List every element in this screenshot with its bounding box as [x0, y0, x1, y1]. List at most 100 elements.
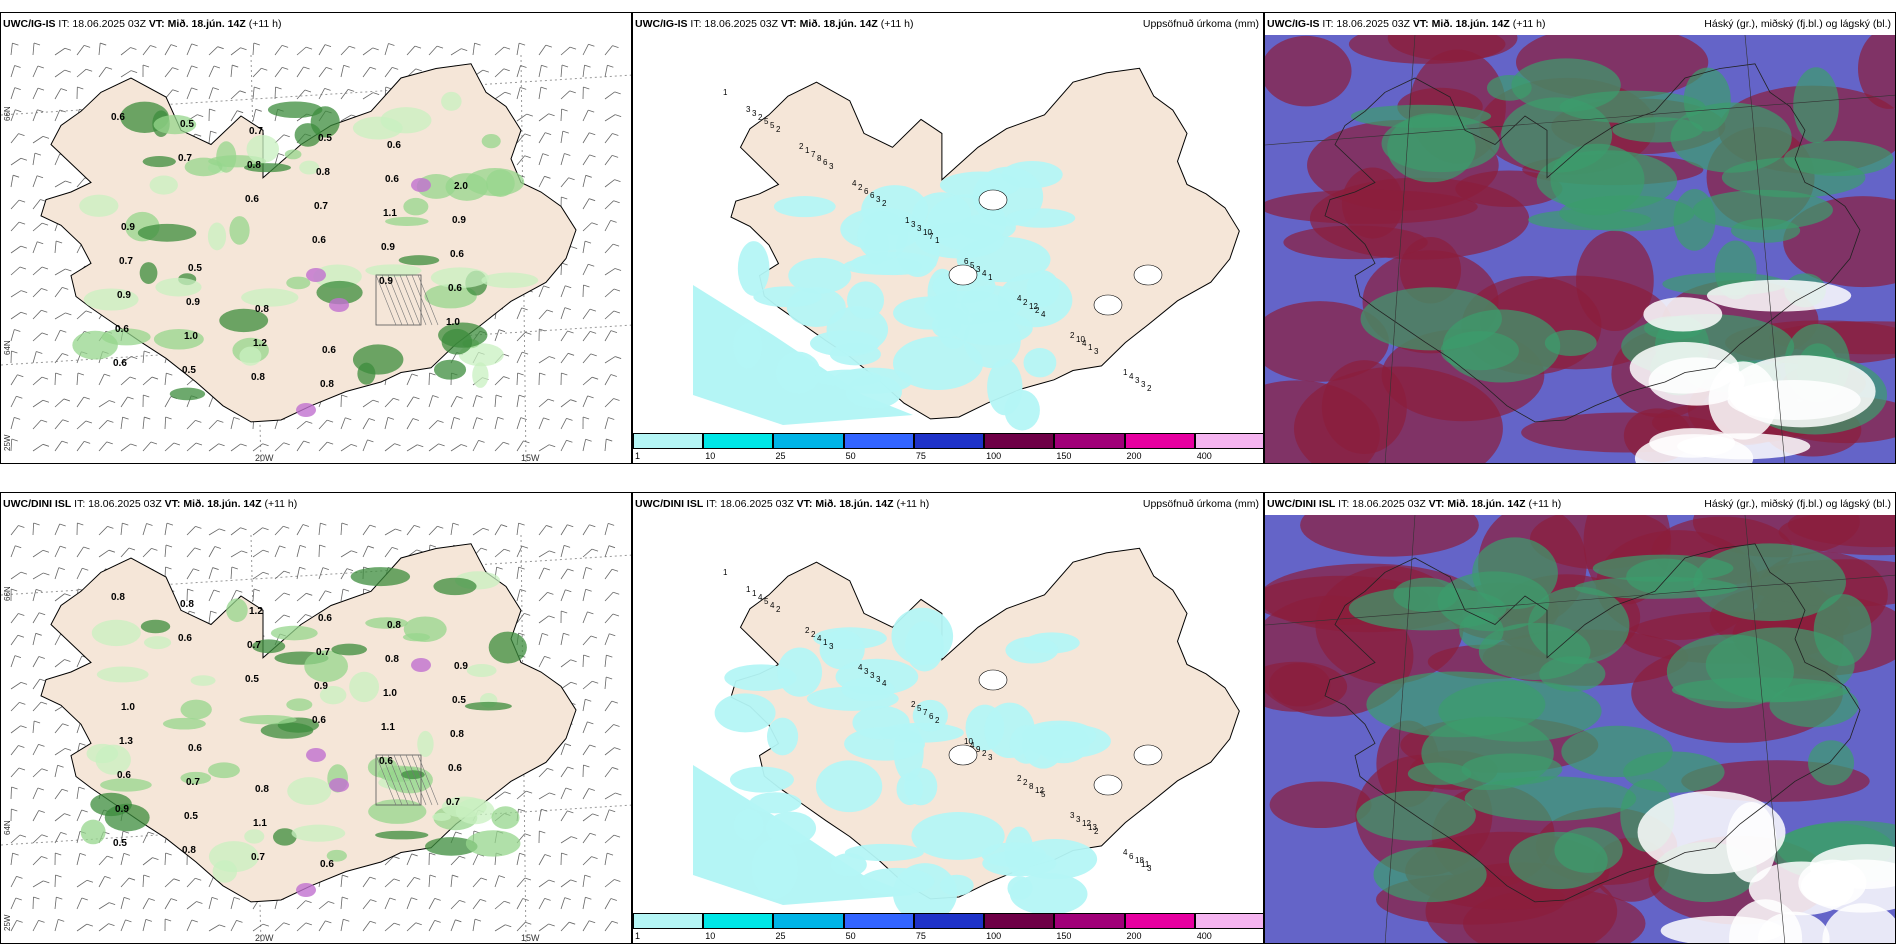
wind-barb	[516, 351, 529, 364]
gust-area	[441, 796, 487, 818]
wind-barb	[560, 439, 573, 452]
wind-barb	[296, 420, 313, 430]
precip-area	[892, 336, 984, 391]
wind-barb	[340, 45, 356, 56]
wind-barb	[252, 549, 269, 558]
wind-barb	[560, 743, 572, 756]
wind-barb	[582, 376, 599, 386]
precip-value-label: 2	[1023, 778, 1028, 787]
wind-value-label: 1.0	[184, 331, 198, 342]
wind-barb	[560, 545, 571, 558]
wind-barb	[582, 788, 595, 800]
gust-area	[472, 362, 489, 388]
wind-barb	[98, 66, 113, 78]
wind-barb	[186, 547, 201, 558]
mid-cloud-area	[1373, 847, 1487, 903]
precip-area	[773, 196, 836, 218]
gust-area	[91, 619, 141, 647]
mid-cloud-area	[1626, 558, 1703, 595]
precip-value-label: 2	[758, 113, 763, 122]
wind-barb	[54, 47, 72, 56]
wind-barb	[450, 900, 466, 910]
wind-barb	[54, 567, 65, 580]
wind-barb	[10, 875, 23, 888]
colorbar-swatch	[773, 433, 844, 449]
wind-barb	[582, 654, 590, 668]
wind-barb	[538, 113, 555, 122]
wind-barb	[230, 550, 248, 558]
wind-value-label: 0.8	[251, 372, 265, 383]
precip-value-label: 1	[905, 216, 910, 225]
wind-barb	[318, 441, 334, 452]
wind-value-label: 0.9	[186, 297, 200, 308]
wind-barb	[142, 548, 158, 558]
wind-barb	[428, 852, 436, 866]
wind-value-label: 0.6	[318, 613, 332, 624]
precip-value-label: 3	[1070, 811, 1075, 820]
lat-label-64n: 64N	[3, 820, 12, 835]
wind-barb	[582, 174, 592, 188]
clear-area	[1822, 903, 1895, 943]
wind-barb	[230, 416, 240, 430]
precip-value-label: 5	[1041, 790, 1046, 799]
wind-barb	[450, 855, 466, 866]
wind-barb	[582, 611, 594, 624]
precip-value-label: 2	[982, 749, 987, 758]
wind-barb	[560, 90, 576, 100]
wind-barb	[32, 632, 42, 646]
wind-barb	[604, 374, 617, 386]
wind-barb	[10, 395, 23, 408]
wind-value-label: 0.8	[450, 729, 464, 740]
glacier-outline	[1133, 744, 1163, 766]
gust-area	[180, 771, 212, 785]
wind-barb	[494, 875, 505, 888]
wind-barb	[318, 544, 326, 558]
wind-barb	[296, 900, 312, 910]
colorbar-swatch	[913, 913, 985, 929]
precip-value-label: 1	[823, 638, 828, 647]
wind-barb	[516, 87, 527, 100]
wind-barb	[274, 922, 290, 932]
wind-barb	[164, 878, 180, 888]
wind-barb	[230, 897, 241, 910]
wind-barb	[274, 525, 290, 536]
low-cloud-area	[1269, 781, 1372, 829]
wind-barb	[318, 567, 329, 580]
precip-value-label: 1	[988, 273, 993, 282]
wind-barb	[582, 330, 597, 342]
wind-barb	[384, 416, 395, 430]
precip-value-label: 5	[970, 261, 975, 270]
gust-area	[403, 197, 429, 216]
wind-value-label: 0.6	[245, 194, 259, 205]
gridline	[1744, 515, 1786, 943]
wind-barb	[10, 109, 22, 122]
gust-area	[433, 359, 467, 380]
wind-barb	[428, 443, 445, 452]
gust-area	[432, 812, 451, 821]
wind-barb	[120, 396, 134, 408]
colorbar-label: 50	[845, 451, 856, 461]
low-cloud-area	[1265, 189, 1478, 224]
wind-barb	[120, 443, 137, 452]
precip-area	[1023, 347, 1057, 378]
wind-value-label: 0.8	[111, 592, 125, 603]
wind-barb	[76, 897, 88, 910]
wind-barb	[32, 522, 40, 536]
wind-barb	[604, 792, 622, 800]
wind-barb	[10, 525, 25, 536]
panel-title: UWC/DINI ISL IT: 18.06.2025 03Z VT: Mið.…	[635, 498, 930, 510]
wind-barb	[362, 66, 377, 78]
colorbar-label: 25	[775, 451, 786, 461]
wind-barb	[582, 920, 596, 932]
wind-barb	[32, 880, 50, 888]
wind-barb	[604, 654, 613, 668]
precip-value-label: 1	[746, 585, 751, 594]
wind-value-label: 0.9	[115, 804, 129, 815]
precip-value-label: 4	[852, 179, 857, 188]
wind-barb	[362, 545, 375, 558]
wind-map: 0.8 0.6 0.5 0.6 0.6 0.7 0.5 0.8 0.7 0.9 1.1 0.6 0.9 0…	[1, 515, 631, 943]
panel-right-title: Háský (gr.), miðský (fj.bl.) og lágský (…	[1704, 18, 1891, 30]
precip-area	[733, 323, 763, 369]
precip-value-label: 2	[882, 199, 887, 208]
lat-label-66n: 66N	[3, 106, 12, 121]
